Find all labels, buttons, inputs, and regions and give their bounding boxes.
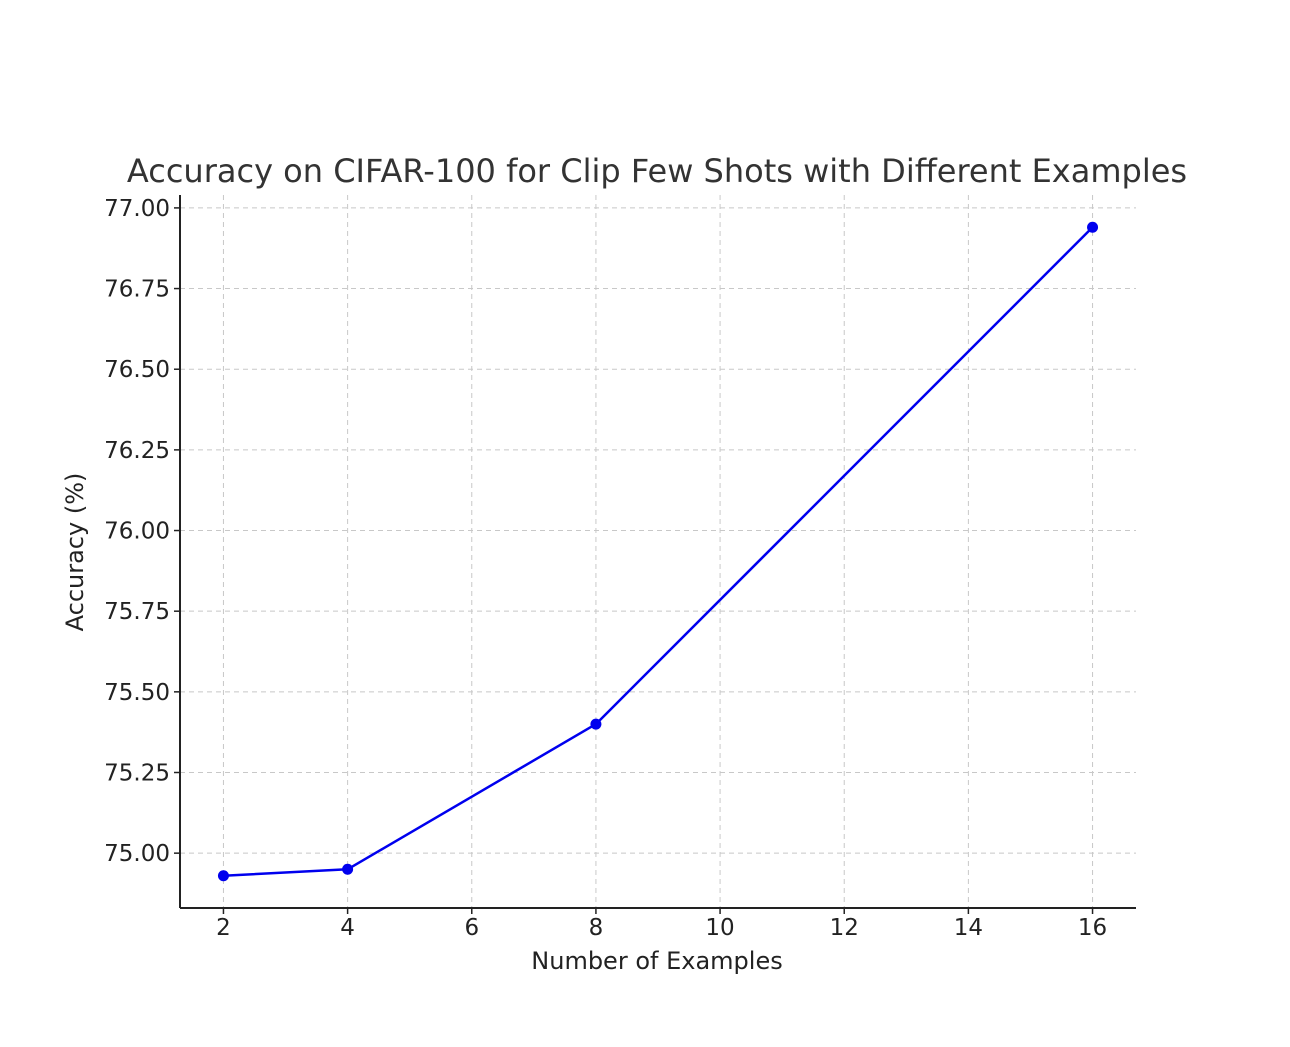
x-tick-label: 6	[464, 915, 479, 941]
x-tick-label: 4	[340, 915, 355, 941]
x-tick-label: 10	[705, 915, 734, 941]
x-tick-label: 14	[954, 915, 983, 941]
data-point	[217, 870, 229, 882]
y-tick-label: 76.50	[104, 357, 170, 383]
series-layer	[217, 221, 1099, 882]
data-point	[1087, 221, 1099, 233]
y-axis-label: Accuracy (%)	[61, 473, 89, 632]
y-tick-label: 75.75	[104, 599, 170, 625]
y-tick-label: 75.50	[104, 680, 170, 706]
x-tick-label: 2	[216, 915, 231, 941]
x-tick-label: 16	[1078, 915, 1107, 941]
chart-title: Accuracy on CIFAR-100 for Clip Few Shots…	[127, 152, 1187, 190]
y-tick-label: 77.00	[104, 196, 170, 222]
x-axis-label: Number of Examples	[531, 947, 782, 975]
data-point	[590, 718, 602, 730]
grid	[180, 195, 1136, 908]
y-tick-label: 76.75	[104, 277, 170, 303]
data-point	[342, 863, 354, 875]
y-tick-label: 76.25	[104, 438, 170, 464]
ticks: 2 4 6 8 10 12 14 16 75.00 75.25 75.50 75.75 76.00 76.…	[104, 196, 1107, 941]
y-tick-label: 75.25	[104, 760, 170, 786]
x-tick-label: 12	[830, 915, 859, 941]
x-tick-label: 8	[589, 915, 604, 941]
y-tick-label: 76.00	[104, 519, 170, 545]
series-line	[223, 226, 1094, 877]
y-tick-label: 75.00	[104, 841, 170, 867]
axes	[179, 195, 1136, 909]
